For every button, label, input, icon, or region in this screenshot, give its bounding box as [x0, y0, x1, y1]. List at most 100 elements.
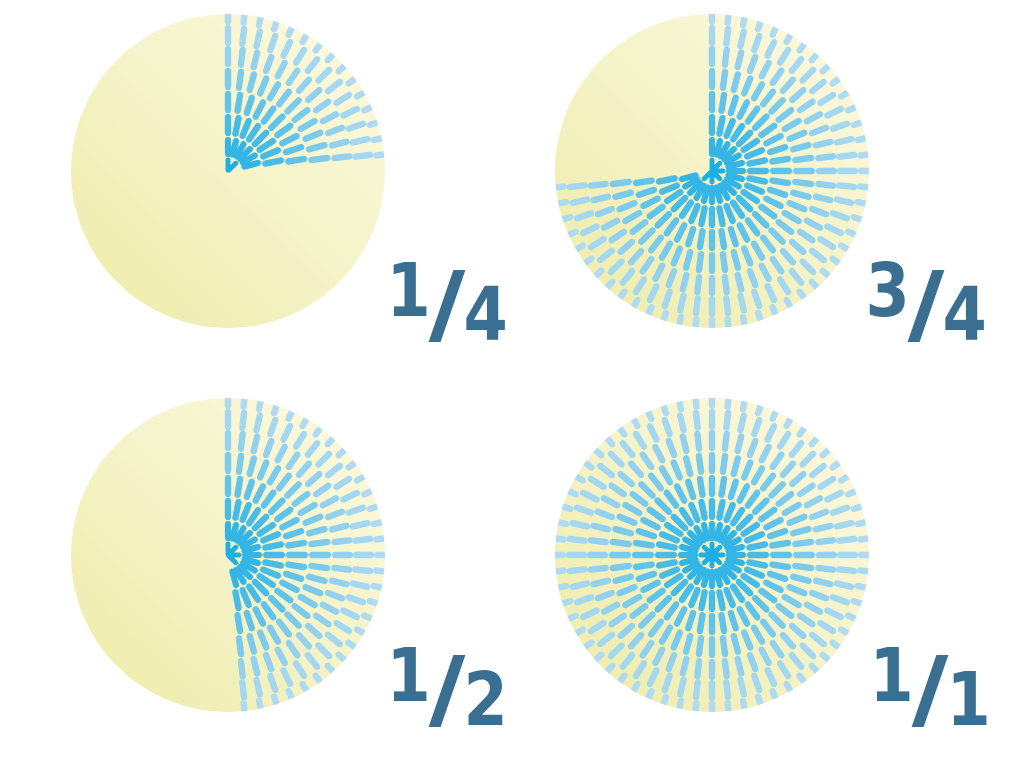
radial-dash — [734, 433, 745, 455]
radial-dash — [688, 586, 701, 609]
radial-dash — [315, 66, 333, 84]
radial-dash — [270, 398, 282, 417]
radial-dash — [627, 247, 645, 266]
radial-dash — [616, 513, 638, 527]
radial-dash — [743, 182, 766, 195]
radial-dash — [723, 501, 736, 524]
radial-dash — [647, 472, 665, 492]
radial-dash — [817, 235, 837, 251]
radial-dash — [632, 430, 648, 450]
radial-dash — [678, 172, 699, 183]
radial-dash — [723, 536, 742, 550]
radial-dash — [754, 14, 766, 33]
radial-dash — [275, 472, 293, 492]
radial-dash — [736, 222, 751, 243]
radial-dash — [725, 159, 746, 170]
radial-dash — [259, 147, 282, 160]
radial-dash — [590, 193, 612, 204]
radial-dash — [282, 570, 305, 582]
radial-dash — [240, 398, 249, 411]
radial-dash — [262, 157, 285, 167]
radial-dash — [723, 560, 742, 574]
radial-dash — [854, 198, 869, 209]
radial-dash — [569, 580, 591, 591]
radial-dash — [284, 481, 302, 499]
radial-dash — [792, 562, 815, 572]
radial-dash — [274, 646, 288, 667]
radial-dash — [776, 660, 792, 680]
radial-dash — [646, 422, 660, 443]
radial-dash — [789, 525, 812, 537]
radial-dash — [743, 147, 766, 160]
radial-dash — [678, 199, 695, 220]
radial-dash — [262, 651, 275, 673]
radial-dash — [609, 178, 632, 188]
radial-dash — [256, 137, 277, 154]
radial-dash — [686, 179, 704, 197]
radial-dash — [695, 452, 705, 475]
radial-dash — [328, 522, 350, 533]
radial-dash — [239, 409, 248, 432]
radial-dash — [349, 135, 371, 146]
radial-dash — [297, 501, 318, 517]
radial-dash — [351, 566, 374, 575]
radial-dash — [640, 579, 661, 594]
radial-dash — [609, 538, 632, 548]
radial-dash — [718, 228, 728, 251]
radial-dash — [696, 475, 706, 498]
radial-dash — [824, 223, 845, 237]
radial-dash — [769, 561, 792, 571]
radial-dash — [663, 188, 684, 205]
fraction-solidus-icon — [430, 268, 464, 342]
radial-dash — [717, 566, 731, 585]
radial-dash — [647, 618, 665, 638]
radial-dash — [808, 205, 830, 218]
radial-dash — [688, 501, 701, 524]
radial-dash — [555, 198, 570, 209]
radial-dash — [718, 612, 728, 635]
radial-dash — [799, 450, 817, 468]
radial-dash — [735, 513, 754, 532]
radial-dash — [723, 586, 736, 609]
radial-dash — [627, 460, 645, 479]
radial-dash — [229, 521, 240, 542]
radial-dash — [340, 607, 361, 621]
radial-dash — [720, 529, 738, 547]
radial-dash — [719, 452, 729, 475]
radial-dash — [239, 586, 252, 609]
radial-dash — [734, 49, 745, 71]
radial-dash — [246, 71, 258, 94]
radial-dash — [639, 255, 655, 275]
radial-dash — [331, 564, 353, 573]
radial-dash — [587, 475, 607, 491]
radial-dash — [366, 597, 385, 609]
radial-dash — [746, 175, 769, 185]
radial-dash — [746, 157, 769, 167]
radial-dash — [304, 470, 323, 488]
radial-dash — [764, 38, 778, 59]
radial-dash — [829, 210, 851, 222]
radial-dash — [720, 563, 738, 581]
radial-dash — [241, 543, 262, 554]
radial-dash — [237, 46, 246, 68]
radial-dash — [612, 573, 635, 585]
radial-dash — [555, 597, 574, 609]
radial-dash — [835, 535, 858, 544]
radial-dash — [587, 564, 609, 573]
radial-dash — [723, 117, 736, 140]
fraction-denominator: 2 — [463, 657, 507, 743]
radial-dash — [260, 601, 277, 621]
radial-dash — [291, 602, 311, 620]
radial-dash — [590, 577, 612, 588]
radial-dash — [324, 124, 346, 137]
radial-dash — [815, 537, 837, 546]
radial-dash — [304, 439, 321, 459]
radial-dash — [655, 559, 678, 569]
radial-dash — [295, 76, 313, 95]
radial-dash — [678, 556, 699, 567]
radial-dash — [253, 412, 264, 434]
radial-dash — [555, 567, 568, 576]
radial-dash — [743, 531, 766, 544]
radial-dash — [679, 655, 690, 677]
